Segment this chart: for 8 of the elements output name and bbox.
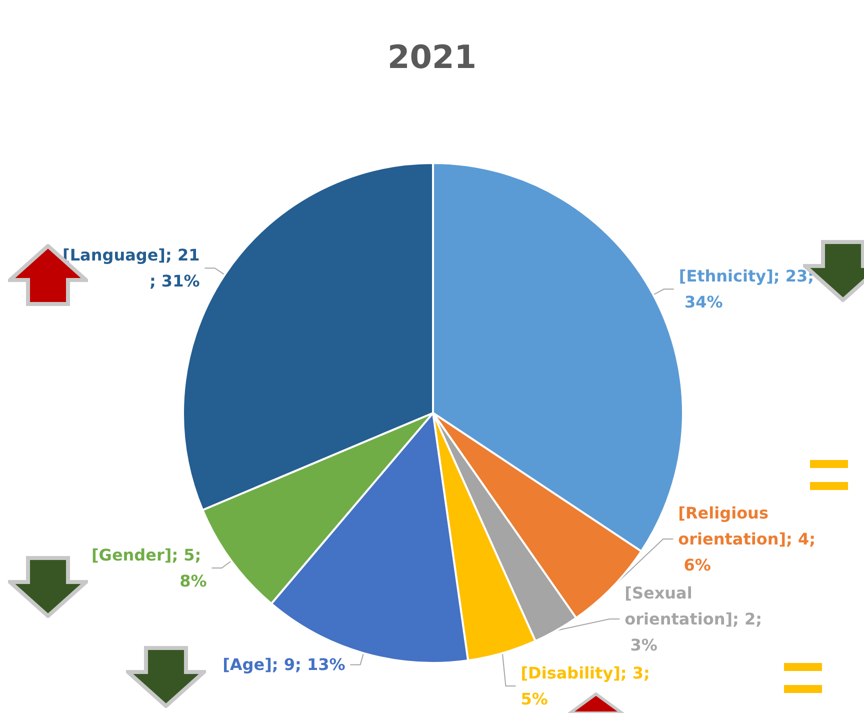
slice-label: [Gender]; 5; 8% <box>91 545 207 590</box>
chart-title: 2021 <box>387 38 477 76</box>
slice-label: [Religious orientation]; 4; 6% <box>678 504 816 574</box>
slice-label: [Age]; 9; 13% <box>222 655 346 674</box>
slice-label: [Language]; 21; 31% <box>62 246 200 291</box>
slice-label: [Ethnicity]; 23; 34% <box>678 266 814 312</box>
slice-label: [Sexual orientation]; 2; 3% <box>624 584 762 654</box>
slice-label: [Disability]; 3; 5% <box>520 664 656 708</box>
